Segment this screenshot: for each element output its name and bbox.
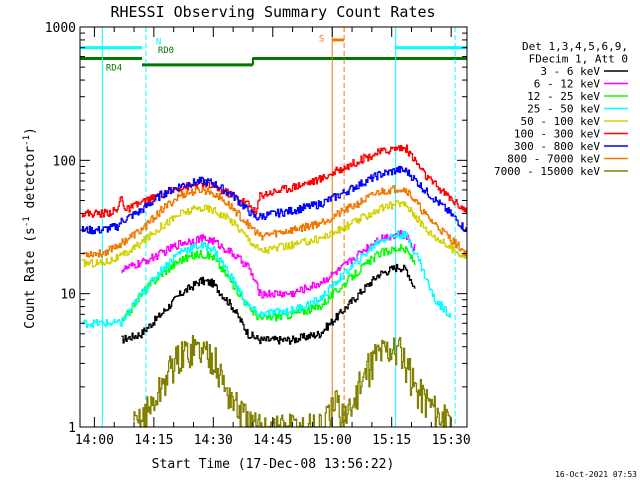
x-tick-label: 15:15: [372, 433, 411, 448]
legend-item-label: 25 - 50 keV: [527, 103, 600, 116]
series-line: [121, 263, 416, 345]
series-line: [121, 230, 416, 299]
rd0-flag-label: RD0: [158, 46, 174, 56]
rd4-flag-label: RD4: [106, 64, 122, 74]
chart-title: RHESSI Observing Summary Count Rates: [110, 3, 435, 21]
plot-frame: [79, 26, 468, 428]
series-line: [133, 335, 452, 428]
x-tick-label: 14:45: [253, 433, 292, 448]
x-tick-label: 14:00: [75, 433, 114, 448]
series-line: [81, 199, 467, 268]
generation-timestamp: 16-Oct-2021 07:53: [555, 470, 637, 479]
legend-header: FDecim 1, Att 0: [529, 53, 628, 66]
x-tick-label: 14:30: [194, 433, 233, 448]
legend-item-label: 7000 - 15000 keV: [494, 165, 600, 178]
legend-item-label: 12 - 25 keV: [527, 90, 600, 103]
y-axis-label-sup-2: -1: [22, 135, 32, 146]
night-flag-label: N: [156, 37, 161, 47]
series-line: [121, 244, 416, 325]
series-line: [81, 165, 467, 235]
axes-layer: 1 10 100 1000 14:00 14:15 14:30 14:45 15:00 15:15…: [45, 21, 471, 448]
x-tick-label: 15:30: [432, 433, 471, 448]
y-axis-label: Count Rate (s-1 detector-1): [22, 127, 38, 329]
legend-item-label: 3 - 6 keV: [540, 65, 600, 78]
legend-item-label: 6 - 12 keV: [534, 78, 601, 91]
legend-item-label: 100 - 300 keV: [514, 128, 600, 141]
x-axis-label: Start Time (17-Dec-08 13:56:22): [152, 457, 395, 472]
series-line: [82, 185, 467, 258]
y-tick-label: 1000: [45, 21, 76, 36]
legend-item-label: 800 - 7000 keV: [507, 153, 600, 166]
y-axis-label-prefix: Count Rate (s: [23, 227, 38, 329]
legend: Det 1,3,4,5,6,9,FDecim 1, Att 03 - 6 keV…: [494, 40, 628, 178]
saa-flag-label: S: [319, 34, 324, 44]
series-line: [81, 229, 452, 329]
legend-item-label: 50 - 100 keV: [521, 115, 601, 128]
y-axis-label-mid: detector: [23, 146, 38, 217]
legend-item-label: 300 - 800 keV: [514, 140, 600, 153]
y-tick-label: 100: [53, 154, 76, 169]
series-layer: [81, 144, 467, 428]
y-tick-label: 10: [60, 288, 76, 303]
x-tick-label: 14:15: [134, 433, 173, 448]
series-line: [81, 144, 467, 218]
y-axis-label-end: ): [23, 127, 38, 135]
legend-header: Det 1,3,4,5,6,9,: [522, 40, 628, 53]
y-axis-label-sup: -1: [22, 216, 32, 227]
y-tick-label: 1: [68, 421, 76, 436]
x-tick-label: 15:00: [313, 433, 352, 448]
